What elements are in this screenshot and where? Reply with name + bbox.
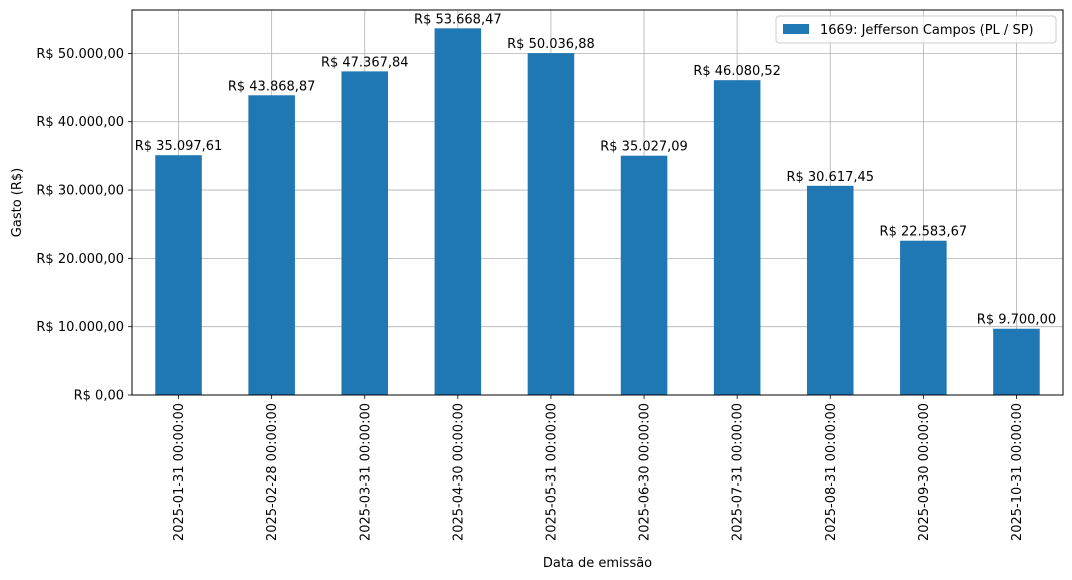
x-tick-label: 2025-10-31 00:00:00 [1010, 403, 1025, 541]
bar-value-label: R$ 47.367,84 [321, 55, 409, 70]
x-tick-label: 2025-09-30 00:00:00 [917, 403, 932, 541]
bar [620, 155, 668, 395]
x-tick-label: 2025-05-31 00:00:00 [544, 403, 559, 541]
bar [248, 95, 295, 395]
y-tick-label: R$ 0,00 [74, 389, 124, 404]
x-tick-label: 2025-01-31 00:00:00 [172, 403, 187, 541]
bar-labels: R$ 35.097,61 R$ 43.868,87 R$ 47.367,84 R$ 5… [135, 12, 1056, 327]
bar [434, 28, 482, 395]
bar-value-label: R$ 9.700,00 [977, 313, 1056, 328]
bar-value-label: R$ 30.617,45 [786, 170, 874, 185]
x-tick-label: 2025-08-31 00:00:00 [824, 403, 839, 541]
y-tick-label: R$ 50.000,00 [36, 47, 124, 62]
bar [993, 328, 1040, 395]
x-tick-label: 2025-03-31 00:00:00 [358, 403, 373, 541]
y-axis-label: Gasto (R$) [10, 168, 25, 237]
bar [527, 53, 575, 395]
bar [155, 155, 202, 395]
x-tick-label: 2025-02-28 00:00:00 [265, 403, 280, 541]
y-axis-ticks: R$ 0,00 R$ 10.000,00 R$ 20.000,00 R$ 30.000… [36, 47, 132, 404]
legend-box [775, 15, 1057, 44]
x-tick-label: 2025-07-31 00:00:00 [731, 403, 746, 541]
bar-value-label: R$ 35.097,61 [135, 139, 223, 154]
bar [341, 71, 389, 396]
bars [155, 28, 1040, 396]
plot-frame [131, 9, 1064, 396]
bar-value-label: R$ 53.668,47 [414, 12, 502, 27]
bar [900, 240, 947, 395]
legend: 1669: Jefferson Campos (PL / SP) [775, 15, 1057, 44]
bar [713, 80, 761, 395]
y-tick-label: R$ 20.000,00 [36, 252, 124, 267]
x-tick-label: 2025-06-30 00:00:00 [638, 403, 653, 541]
x-tick-label: 2025-04-30 00:00:00 [451, 403, 466, 541]
y-tick-label: R$ 10.000,00 [36, 320, 124, 335]
bar-value-label: R$ 35.027,09 [600, 140, 688, 155]
bar-value-label: R$ 46.080,52 [693, 64, 781, 79]
x-axis-ticks: 2025-01-31 00:00:00 2025-02-28 00:00:00 20… [172, 395, 1025, 541]
bar [806, 185, 854, 395]
legend-label: 1669: Jefferson Campos (PL / SP) [820, 23, 1034, 38]
bar-value-label: R$ 43.868,87 [228, 79, 316, 94]
y-tick-label: R$ 40.000,00 [36, 115, 124, 130]
x-axis-label: Data de emissão [543, 556, 652, 571]
bar-value-label: R$ 22.583,67 [880, 225, 968, 240]
legend-swatch [783, 24, 809, 34]
bar-value-label: R$ 50.036,88 [507, 37, 595, 52]
y-tick-label: R$ 30.000,00 [36, 184, 124, 199]
